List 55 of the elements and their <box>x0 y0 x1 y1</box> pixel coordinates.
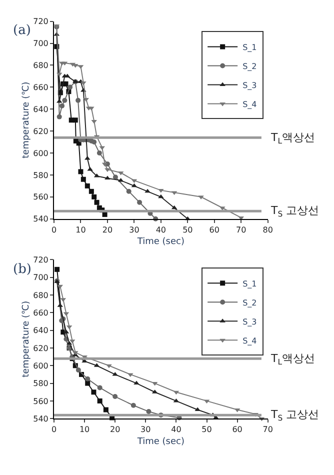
y-tick-label: 560 <box>33 396 48 406</box>
x-tick-label: 70 <box>262 425 273 434</box>
y-tick-label: 580 <box>33 379 48 388</box>
y-tick-label: 720 <box>33 17 48 26</box>
y-tick-label: 560 <box>33 192 48 202</box>
chart-title: (a) <box>13 23 31 38</box>
x-tick-label: 40 <box>171 425 182 434</box>
y-axis-title: temperature (℃) <box>21 82 32 158</box>
legend-label: S_4 <box>242 100 257 109</box>
y-tick-label: 660 <box>33 308 48 318</box>
x-tick-label: 20 <box>110 425 120 434</box>
x-tick-label: 60 <box>209 225 220 234</box>
y-tick-label: 680 <box>33 290 48 300</box>
legend-label: S_1 <box>242 42 257 52</box>
x-tick-label: 40 <box>156 225 166 234</box>
x-tick-label: 20 <box>102 225 113 234</box>
ref-line-label: T$_{S}$ 고상선 <box>270 204 320 218</box>
y-tick-label: 640 <box>33 104 48 114</box>
legend-label: S_2 <box>242 62 257 71</box>
y-tick-label: 720 <box>33 256 48 264</box>
chart-title: (b) <box>13 262 32 277</box>
y-tick-label: 580 <box>33 170 48 180</box>
x-tick-label: 0 <box>51 425 57 434</box>
x-tick-label: 0 <box>51 225 57 234</box>
legend-label: S_2 <box>242 298 257 308</box>
y-tick-label: 700 <box>33 273 48 282</box>
y-axis-title: temperature (℃) <box>21 300 32 378</box>
ref-line-label: T$_{L}$액상선 <box>270 352 316 366</box>
y-tick-label: 620 <box>33 344 48 353</box>
y-tick-label: 540 <box>33 214 48 224</box>
y-tick-label: 640 <box>33 326 48 336</box>
x-tick-label: 60 <box>232 425 242 434</box>
x-tick-label: 70 <box>236 225 246 234</box>
x-tick-label: 30 <box>140 425 151 434</box>
x-tick-label: 80 <box>262 225 273 234</box>
ref-line-label: T$_{S}$ 고상선 <box>270 408 320 422</box>
x-tick-label: 10 <box>76 225 86 234</box>
x-axis-title: Time (sec) <box>136 237 184 248</box>
x-tick-label: 50 <box>202 425 212 434</box>
x-tick-label: 50 <box>182 225 193 234</box>
y-tick-label: 620 <box>33 126 48 136</box>
y-tick-label: 600 <box>33 148 48 158</box>
legend-label: S_3 <box>242 317 257 326</box>
ref-line-label: T$_{L}$액상선 <box>270 131 316 146</box>
y-tick-label: 660 <box>33 82 48 92</box>
y-tick-label: 680 <box>33 61 48 70</box>
x-tick-label: 10 <box>79 425 90 434</box>
y-tick-label: 540 <box>33 414 48 424</box>
y-tick-label: 600 <box>33 361 48 370</box>
legend-label: S_3 <box>242 80 257 90</box>
x-tick-label: 30 <box>129 225 140 234</box>
y-tick-label: 700 <box>33 39 48 48</box>
legend-label: S_4 <box>242 336 257 346</box>
legend-label: S_1 <box>242 279 257 288</box>
x-axis-title: Time (sec) <box>136 437 184 447</box>
